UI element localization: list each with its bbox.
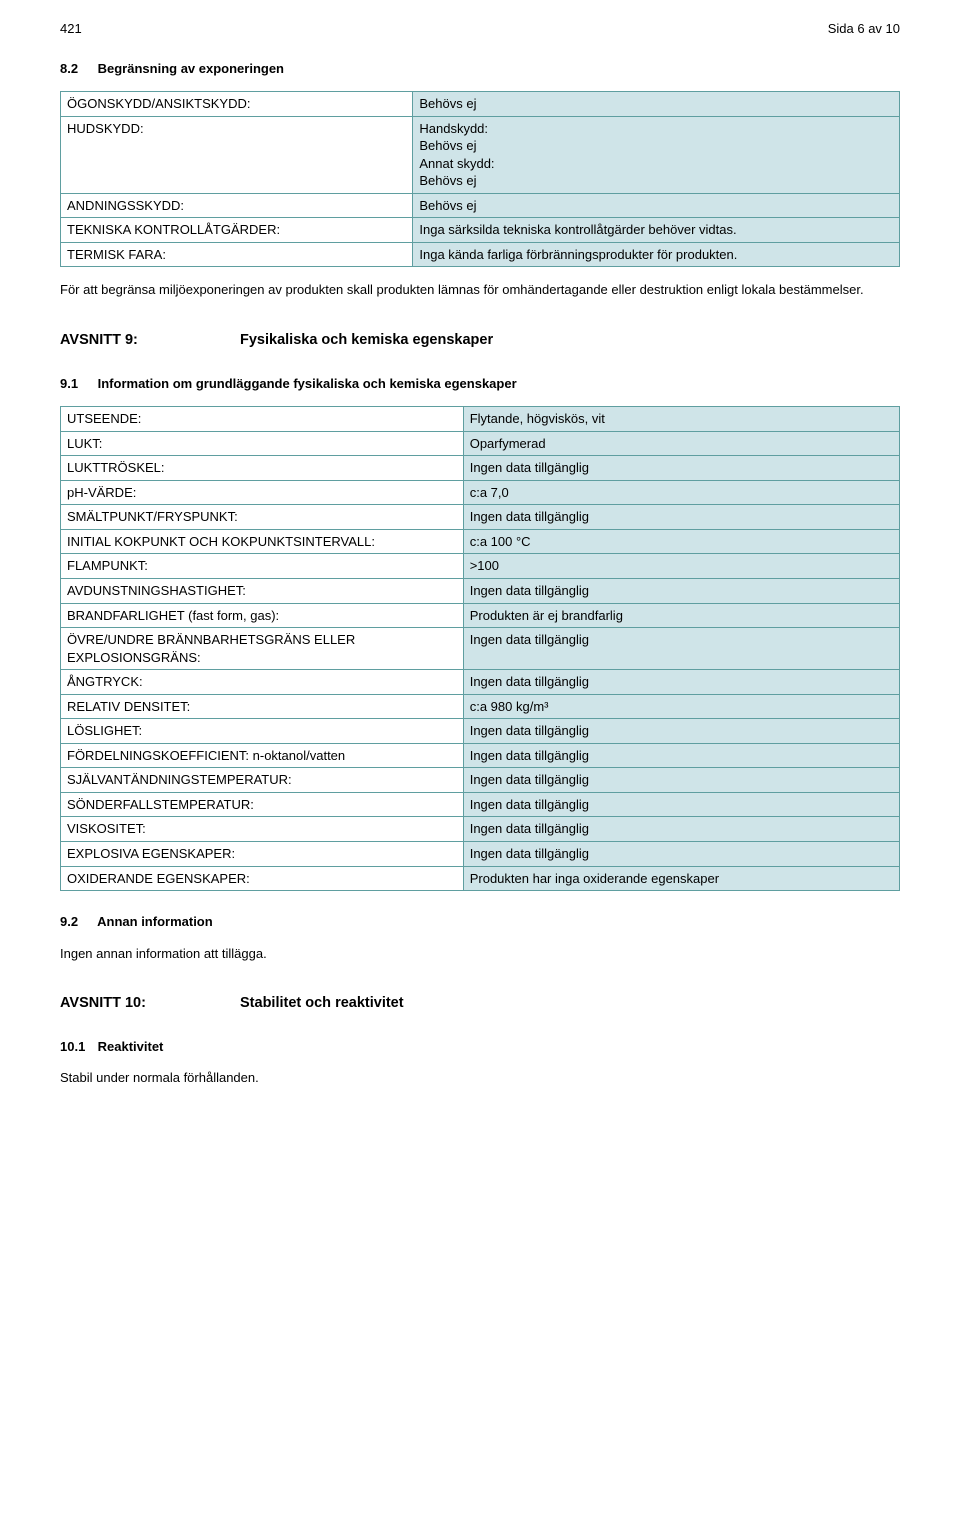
property-label: OXIDERANDE EGENSKAPER: — [61, 866, 464, 891]
section-number: 8.2 — [60, 60, 94, 78]
property-label: ÅNGTRYCK: — [61, 670, 464, 695]
property-label: EXPLOSIVA EGENSKAPER: — [61, 841, 464, 866]
property-label: SMÄLTPUNKT/FRYSPUNKT: — [61, 505, 464, 530]
property-value: Ingen data tillgänglig — [463, 817, 899, 842]
property-label: FÖRDELNINGSKOEFFICIENT: n-oktanol/vatten — [61, 743, 464, 768]
property-value: Ingen data tillgänglig — [463, 743, 899, 768]
property-label: LÖSLIGHET: — [61, 719, 464, 744]
table-row: HUDSKYDD:Handskydd: Behövs ej Annat skyd… — [61, 116, 900, 193]
table-row: RELATIV DENSITET:c:a 980 kg/m³ — [61, 694, 900, 719]
property-label: TERMISK FARA: — [61, 242, 413, 267]
table-row: VISKOSITET:Ingen data tillgänglig — [61, 817, 900, 842]
table-row: LUKT:Oparfymerad — [61, 431, 900, 456]
property-label: AVDUNSTNINGSHASTIGHET: — [61, 578, 464, 603]
property-label: LUKTTRÖSKEL: — [61, 456, 464, 481]
table-row: TERMISK FARA:Inga kända farliga förbränn… — [61, 242, 900, 267]
property-label: SÖNDERFALLSTEMPERATUR: — [61, 792, 464, 817]
property-label: ÖGONSKYDD/ANSIKTSKYDD: — [61, 92, 413, 117]
section-10-1-heading: 10.1 Reaktivitet — [60, 1038, 900, 1056]
table-row: FLAMPUNKT:>100 — [61, 554, 900, 579]
avsnitt-label: AVSNITT 9: — [60, 331, 240, 351]
section-number: 9.2 — [60, 913, 94, 931]
property-value: Ingen data tillgänglig — [463, 456, 899, 481]
section-8-2-heading: 8.2 Begränsning av exponeringen — [60, 60, 900, 78]
table-row: SJÄLVANTÄNDNINGSTEMPERATUR:Ingen data ti… — [61, 768, 900, 793]
property-label: LUKT: — [61, 431, 464, 456]
avsnitt-title: Stabilitet och reaktivitet — [240, 994, 404, 1014]
doc-number: 421 — [60, 20, 82, 38]
property-label: TEKNISKA KONTROLLÅTGÄRDER: — [61, 218, 413, 243]
section-8-2-note: För att begränsa miljöexponeringen av pr… — [60, 281, 900, 299]
property-value: Handskydd: Behövs ej Annat skydd: Behövs… — [413, 116, 900, 193]
property-value: Ingen data tillgänglig — [463, 670, 899, 695]
table-row: FÖRDELNINGSKOEFFICIENT: n-oktanol/vatten… — [61, 743, 900, 768]
property-value: Ingen data tillgänglig — [463, 628, 899, 670]
property-label: INITIAL KOKPUNKT OCH KOKPUNKTSINTERVALL: — [61, 529, 464, 554]
table-row: TEKNISKA KONTROLLÅTGÄRDER:Inga särksilda… — [61, 218, 900, 243]
property-value: Flytande, högviskös, vit — [463, 407, 899, 432]
page-header: 421 Sida 6 av 10 — [60, 20, 900, 38]
property-label: HUDSKYDD: — [61, 116, 413, 193]
avsnitt-10-heading: AVSNITT 10: Stabilitet och reaktivitet — [60, 994, 900, 1014]
section-title: Reaktivitet — [98, 1039, 164, 1054]
property-value: c:a 980 kg/m³ — [463, 694, 899, 719]
avsnitt-title: Fysikaliska och kemiska egenskaper — [240, 331, 493, 351]
section-9-2-heading: 9.2 Annan information — [60, 913, 900, 931]
property-value: Produkten är ej brandfarlig — [463, 603, 899, 628]
property-label: pH-VÄRDE: — [61, 480, 464, 505]
exposure-limit-table: ÖGONSKYDD/ANSIKTSKYDD:Behövs ejHUDSKYDD:… — [60, 91, 900, 267]
table-row: SÖNDERFALLSTEMPERATUR:Ingen data tillgän… — [61, 792, 900, 817]
table-row: UTSEENDE:Flytande, högviskös, vit — [61, 407, 900, 432]
property-label: VISKOSITET: — [61, 817, 464, 842]
table-row: AVDUNSTNINGSHASTIGHET:Ingen data tillgän… — [61, 578, 900, 603]
table-row: pH-VÄRDE:c:a 7,0 — [61, 480, 900, 505]
page-indicator: Sida 6 av 10 — [828, 20, 900, 38]
property-value: >100 — [463, 554, 899, 579]
property-value: Ingen data tillgänglig — [463, 841, 899, 866]
table-row: ÖGONSKYDD/ANSIKTSKYDD:Behövs ej — [61, 92, 900, 117]
table-row: ÖVRE/UNDRE BRÄNNBARHETSGRÄNS ELLER EXPLO… — [61, 628, 900, 670]
table-row: SMÄLTPUNKT/FRYSPUNKT:Ingen data tillgäng… — [61, 505, 900, 530]
property-value: Oparfymerad — [463, 431, 899, 456]
avsnitt-label: AVSNITT 10: — [60, 994, 240, 1014]
property-value: Behövs ej — [413, 92, 900, 117]
section-number: 9.1 — [60, 375, 94, 393]
avsnitt-9-heading: AVSNITT 9: Fysikaliska och kemiska egens… — [60, 331, 900, 351]
section-title: Information om grundläggande fysikaliska… — [98, 376, 517, 391]
property-value: Ingen data tillgänglig — [463, 719, 899, 744]
table-row: EXPLOSIVA EGENSKAPER:Ingen data tillgäng… — [61, 841, 900, 866]
property-value: Ingen data tillgänglig — [463, 578, 899, 603]
section-9-2-note: Ingen annan information att tillägga. — [60, 945, 900, 963]
property-value: c:a 100 °C — [463, 529, 899, 554]
table-row: ÅNGTRYCK:Ingen data tillgänglig — [61, 670, 900, 695]
table-row: LÖSLIGHET:Ingen data tillgänglig — [61, 719, 900, 744]
property-value: Produkten har inga oxiderande egenskaper — [463, 866, 899, 891]
property-label: RELATIV DENSITET: — [61, 694, 464, 719]
table-row: LUKTTRÖSKEL:Ingen data tillgänglig — [61, 456, 900, 481]
property-value: Ingen data tillgänglig — [463, 505, 899, 530]
section-number: 10.1 — [60, 1038, 94, 1056]
property-label: UTSEENDE: — [61, 407, 464, 432]
section-title: Annan information — [97, 914, 213, 929]
property-value: Inga kända farliga förbränningsprodukter… — [413, 242, 900, 267]
property-value: Behövs ej — [413, 193, 900, 218]
property-label: SJÄLVANTÄNDNINGSTEMPERATUR: — [61, 768, 464, 793]
property-label: ANDNINGSSKYDD: — [61, 193, 413, 218]
section-9-1-heading: 9.1 Information om grundläggande fysikal… — [60, 375, 900, 393]
property-value: Ingen data tillgänglig — [463, 792, 899, 817]
table-row: INITIAL KOKPUNKT OCH KOKPUNKTSINTERVALL:… — [61, 529, 900, 554]
section-10-1-note: Stabil under normala förhållanden. — [60, 1069, 900, 1087]
section-title: Begränsning av exponeringen — [98, 61, 284, 76]
properties-table: UTSEENDE:Flytande, högviskös, vitLUKT:Op… — [60, 406, 900, 891]
table-row: OXIDERANDE EGENSKAPER:Produkten har inga… — [61, 866, 900, 891]
table-row: BRANDFARLIGHET (fast form, gas):Produkte… — [61, 603, 900, 628]
table-row: ANDNINGSSKYDD:Behövs ej — [61, 193, 900, 218]
property-value: Inga särksilda tekniska kontrollåtgärder… — [413, 218, 900, 243]
property-value: Ingen data tillgänglig — [463, 768, 899, 793]
property-label: FLAMPUNKT: — [61, 554, 464, 579]
property-label: ÖVRE/UNDRE BRÄNNBARHETSGRÄNS ELLER EXPLO… — [61, 628, 464, 670]
property-value: c:a 7,0 — [463, 480, 899, 505]
property-label: BRANDFARLIGHET (fast form, gas): — [61, 603, 464, 628]
